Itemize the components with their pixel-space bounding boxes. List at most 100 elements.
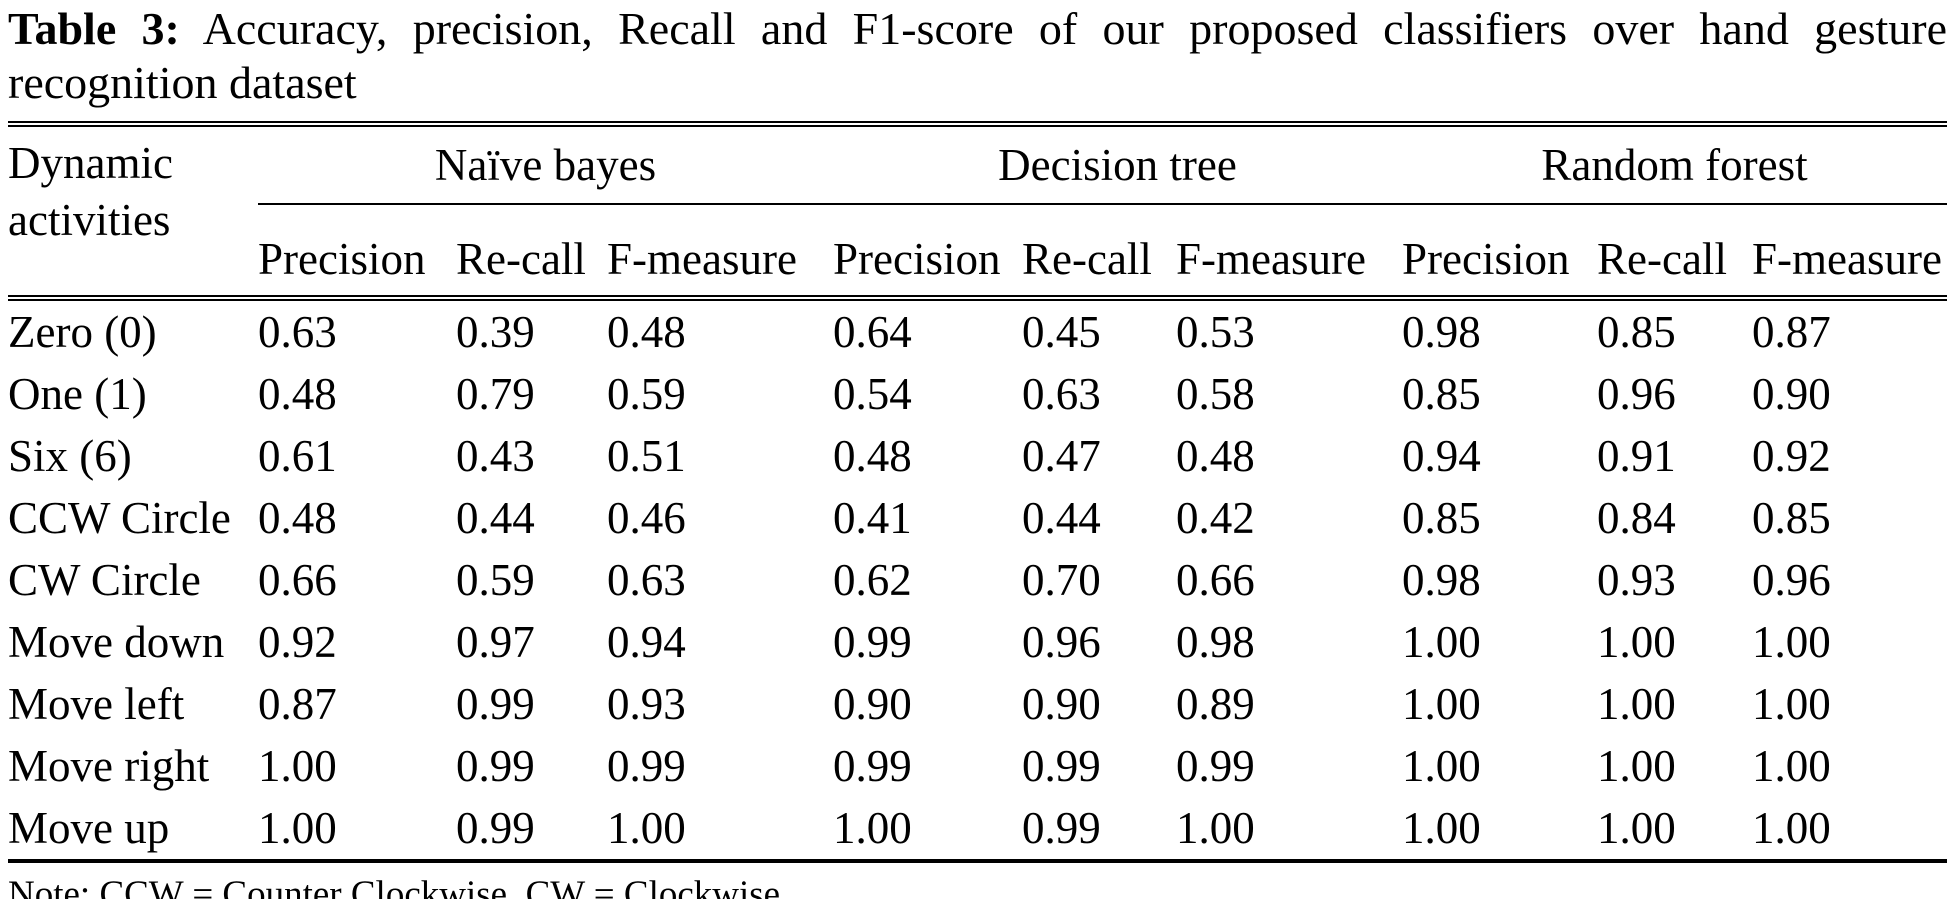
row-label: Move right [8,740,210,791]
table-row: Zero (0) 0.63 0.39 0.48 0.64 0.45 0.53 0… [8,298,1947,363]
cell: 1.00 [1402,616,1481,667]
cell: 1.00 [1597,802,1676,853]
row-label: Zero (0) [8,306,157,357]
cell: 0.63 [258,306,337,357]
table-header: Dynamic activities Naïve bayes Decision … [8,123,1948,301]
cell: 0.85 [1597,306,1676,357]
cell: 0.96 [1022,616,1101,667]
cell: 0.99 [456,678,535,729]
column-header: Re-call [1597,203,1753,301]
cell: 1.00 [1752,802,1831,853]
table-row: CCW Circle 0.48 0.44 0.46 0.41 0.44 0.42… [8,487,1947,549]
table-caption-label: Table 3: [8,3,180,54]
cell: 1.00 [1752,616,1831,667]
cell: 0.87 [258,678,337,729]
row-label: CW Circle [8,554,201,605]
row-label: Move up [8,802,170,853]
cell: 1.00 [1402,678,1481,729]
column-header: Precision [1402,203,1598,301]
table-row: Move right 1.00 0.99 0.99 0.99 0.99 0.99… [8,735,1947,797]
cell: 0.45 [1022,306,1101,357]
cell: 1.00 [833,802,912,853]
cell: 0.53 [1176,306,1255,357]
row-label: One (1) [8,368,147,419]
group-header-naive-bayes: Naïve bayes [258,123,833,205]
cell: 0.89 [1176,678,1255,729]
group-header-row: Dynamic activities Naïve bayes Decision … [8,123,1948,301]
column-header: Re-call [456,203,607,301]
column-header: F-measure [1752,203,1948,301]
cell: 0.93 [607,678,686,729]
cell: 0.59 [607,368,686,419]
row-label: Move left [8,678,185,729]
table-row: Move down 0.92 0.97 0.94 0.99 0.96 0.98 … [8,611,1947,673]
table-row: Six (6) 0.61 0.43 0.51 0.48 0.47 0.48 0.… [8,425,1947,487]
column-header: F-measure [607,203,833,301]
cell: 1.00 [1752,678,1831,729]
cell: 0.97 [456,616,535,667]
cell: 0.92 [258,616,337,667]
cell: 0.93 [1597,554,1676,605]
cell: 0.91 [1597,430,1676,481]
cell: 0.70 [1022,554,1101,605]
column-header: Re-call [1022,203,1176,301]
cell: 0.99 [1022,740,1101,791]
cell: 0.96 [1752,554,1831,605]
cell: 0.66 [258,554,337,605]
cell: 0.43 [456,430,535,481]
cell: 0.44 [1022,492,1101,543]
results-table: Dynamic activities Naïve bayes Decision … [8,120,1948,863]
cell: 1.00 [1597,616,1676,667]
cell: 0.39 [456,306,535,357]
cell: 0.98 [1176,616,1255,667]
column-header: Precision [833,203,1022,301]
table-row: Move up 1.00 0.99 1.00 1.00 0.99 1.00 1.… [8,797,1947,861]
cell: 0.46 [607,492,686,543]
cell: 0.87 [1752,306,1831,357]
cell: 0.98 [1402,306,1481,357]
cell: 0.90 [1752,368,1831,419]
cell: 0.61 [258,430,337,481]
cell: 0.44 [456,492,535,543]
cell: 0.51 [607,430,686,481]
group-header-decision-tree: Decision tree [833,123,1403,205]
cell: 0.42 [1176,492,1255,543]
cell: 0.96 [1597,368,1676,419]
cell: 0.63 [607,554,686,605]
row-label: Six (6) [8,430,132,481]
cell: 1.00 [1597,740,1676,791]
stub-header: Dynamic activities [8,123,258,301]
table-row: Move left 0.87 0.99 0.93 0.90 0.90 0.89 … [8,673,1947,735]
cell: 0.64 [833,306,912,357]
cell: 0.99 [456,740,535,791]
cell: 0.85 [1752,492,1831,543]
cell: 0.66 [1176,554,1255,605]
cell: 0.92 [1752,430,1831,481]
column-header: Precision [258,203,456,301]
cell: 0.90 [1022,678,1101,729]
cell: 0.84 [1597,492,1676,543]
table-row: One (1) 0.48 0.79 0.59 0.54 0.63 0.58 0.… [8,363,1947,425]
cell: 0.99 [456,802,535,853]
group-header-random-forest: Random forest [1402,123,1948,205]
subheader-row: Precision Re-call F-measure Precision Re… [8,203,1948,301]
cell: 0.54 [833,368,912,419]
cell: 0.99 [1022,802,1101,853]
table-footnote: Note: CCW = Counter Clockwise, CW = Cloc… [8,873,790,899]
cell: 0.58 [1176,368,1255,419]
table-caption-text: Accuracy, precision, Recall and F1-score… [8,3,1947,109]
cell: 1.00 [1402,740,1481,791]
cell: 1.00 [607,802,686,853]
cell: 0.99 [833,740,912,791]
cell: 1.00 [258,802,337,853]
cell: 0.47 [1022,430,1101,481]
cell: 0.48 [833,430,912,481]
cell: 0.99 [1176,740,1255,791]
cell: 1.00 [258,740,337,791]
cell: 0.98 [1402,554,1481,605]
cell: 0.48 [258,492,337,543]
cell: 0.48 [1176,430,1255,481]
table-caption: Table 3: Accuracy, precision, Recall and… [8,2,1947,111]
cell: 0.48 [607,306,686,357]
